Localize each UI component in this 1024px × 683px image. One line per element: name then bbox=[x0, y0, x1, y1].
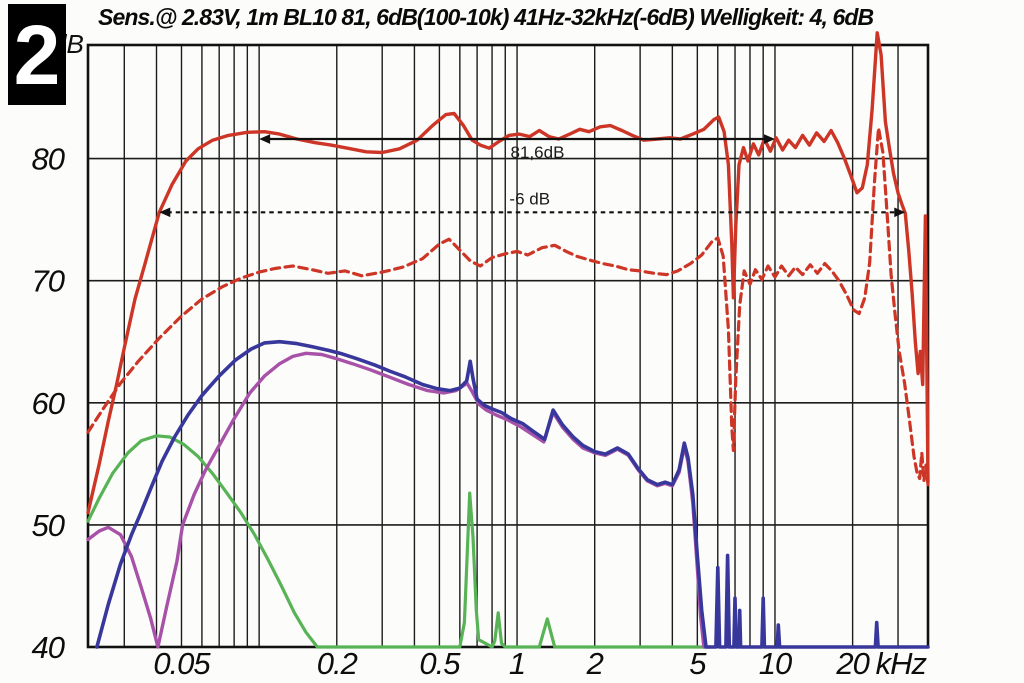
x-tick-label: 5 bbox=[689, 646, 707, 681]
x-tick-label: 2 bbox=[586, 646, 604, 681]
bandwidth-arrow-label: 81,6dB bbox=[511, 143, 565, 162]
x-axis-unit-label: kHz bbox=[876, 646, 928, 681]
y-tick-label: 40 bbox=[32, 630, 65, 665]
green-curve bbox=[86, 434, 712, 649]
purple-curve bbox=[86, 351, 706, 649]
x-tick-label: 10 bbox=[759, 646, 792, 681]
x-tick-label: 0.05 bbox=[153, 646, 211, 681]
y-tick-label: 70 bbox=[32, 264, 65, 299]
minus6db-arrow-left-arrowhead bbox=[159, 207, 171, 218]
x-tick-label: 0.5 bbox=[419, 646, 461, 681]
figure-number-badge: 2 bbox=[8, 4, 66, 105]
bandwidth-arrow-right-arrowhead bbox=[763, 134, 775, 144]
minus6db-arrow-label: -6 dB bbox=[509, 189, 550, 208]
minus6db-arrow-right-arrowhead bbox=[894, 207, 906, 218]
y-tick-label: 60 bbox=[32, 386, 65, 421]
x-tick-label: 20 bbox=[835, 646, 869, 681]
x-tick-label: 0.2 bbox=[317, 646, 358, 681]
y-tick-label: 80 bbox=[32, 142, 65, 177]
red-dashed-curve bbox=[86, 126, 930, 487]
chart-title: Sens.@ 2.83V, 1m BL10 81, 6dB(100-10k) 4… bbox=[98, 4, 874, 30]
blue-curve bbox=[95, 339, 930, 649]
x-tick-label: 1 bbox=[509, 646, 525, 681]
y-tick-label: 50 bbox=[32, 508, 65, 543]
bandwidth-arrow-left-arrowhead bbox=[259, 134, 271, 144]
figure-number: 2 bbox=[13, 7, 61, 102]
